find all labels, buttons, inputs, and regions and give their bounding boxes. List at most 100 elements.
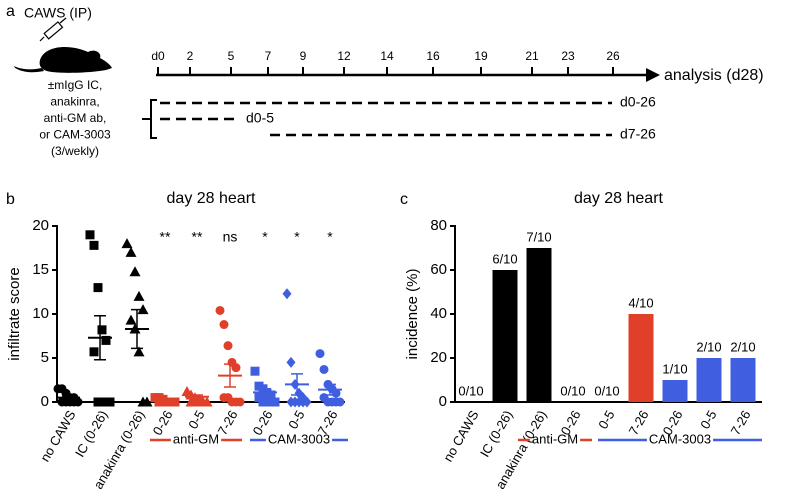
bar xyxy=(526,248,552,402)
chart-title: day 28 heart xyxy=(167,190,257,207)
dot xyxy=(101,335,111,345)
regimen-label: d0-5 xyxy=(246,110,274,126)
y-tick-label: 20 xyxy=(430,349,447,366)
panel-letter: a xyxy=(6,3,15,20)
timeline-label: 9 xyxy=(300,49,307,63)
y-tick-label: 40 xyxy=(430,305,447,322)
regimen-label: d0-26 xyxy=(620,94,656,110)
dot xyxy=(133,346,145,357)
sem-bar xyxy=(159,397,171,401)
timeline-arrow xyxy=(646,68,660,82)
dot xyxy=(335,397,345,407)
dot xyxy=(170,397,180,407)
x-tick-label: no CAWS xyxy=(37,407,78,464)
sem-bar xyxy=(94,315,106,361)
value-label: 0/10 xyxy=(560,383,585,398)
dot xyxy=(85,230,95,240)
dot xyxy=(125,246,137,257)
value-label: 7/10 xyxy=(526,229,551,244)
dot xyxy=(97,325,107,335)
dot xyxy=(223,341,233,351)
dot xyxy=(270,397,280,407)
treatment: anti-GM ab, xyxy=(44,111,107,125)
dot xyxy=(266,390,276,400)
significance: ** xyxy=(160,229,171,245)
dot xyxy=(215,305,225,315)
dot xyxy=(89,347,99,357)
panel-letter: c xyxy=(400,191,408,208)
bar xyxy=(492,270,518,402)
bar xyxy=(696,358,722,402)
y-tick-label: 0 xyxy=(41,393,49,410)
timeline-label: 16 xyxy=(426,49,440,63)
value-label: 0/10 xyxy=(458,383,483,398)
treatment: or CAM-3003 xyxy=(39,128,111,142)
y-tick-label: 0 xyxy=(439,393,447,410)
chart-title: day 28 heart xyxy=(574,190,664,207)
dot xyxy=(89,240,99,250)
dot xyxy=(125,314,137,325)
timeline-label: 5 xyxy=(228,49,235,63)
x-tick-label: 7-26 xyxy=(728,408,754,438)
significance: ns xyxy=(223,229,238,245)
dot xyxy=(302,396,312,408)
timeline-label: 19 xyxy=(474,49,488,63)
x-tick-label: 7-26 xyxy=(626,408,652,438)
timeline-label: d0 xyxy=(151,49,165,63)
timeline-label: 7 xyxy=(265,49,272,63)
value-label: 1/10 xyxy=(662,361,687,376)
sem-bar xyxy=(324,383,336,396)
x-tick-label: 0-5 xyxy=(595,408,617,432)
timeline-label: 14 xyxy=(380,49,394,63)
bar xyxy=(730,358,756,402)
sem-bar xyxy=(259,388,271,397)
dot xyxy=(133,290,145,301)
dot xyxy=(231,363,241,373)
dot xyxy=(235,397,245,407)
dot xyxy=(319,364,329,374)
sem-bar xyxy=(291,373,303,396)
value-label: 0/10 xyxy=(594,383,619,398)
group-label: CAM-3003 xyxy=(649,431,711,446)
y-tick-label: 5 xyxy=(41,349,49,366)
treatment: (3/wekly) xyxy=(51,144,99,158)
panel-letter: b xyxy=(6,191,15,208)
y-tick-label: 10 xyxy=(32,305,49,322)
regimen-bracket xyxy=(142,99,157,139)
dot xyxy=(250,366,260,376)
dot xyxy=(201,396,213,407)
y-tick-label: 60 xyxy=(430,261,447,278)
dot xyxy=(121,238,133,249)
sem-bar xyxy=(191,394,203,400)
significance: * xyxy=(294,229,300,245)
y-axis-label: incidence (%) xyxy=(404,269,421,360)
group-label: anti-GM xyxy=(532,431,578,446)
sem-bar xyxy=(131,308,143,350)
sem-bar xyxy=(62,395,74,401)
dot xyxy=(73,397,83,407)
sem-bar xyxy=(224,363,236,388)
x-tick-label: 0-26 xyxy=(150,408,176,438)
timeline-end: analysis (d28) xyxy=(664,67,764,84)
bar xyxy=(662,380,688,402)
timeline-label: 23 xyxy=(561,49,575,63)
x-tick-label: 0-5 xyxy=(697,408,719,432)
timeline-label: 12 xyxy=(337,49,351,63)
mouse xyxy=(14,47,112,73)
regimen-label: d7-26 xyxy=(620,126,656,142)
dot xyxy=(282,288,292,300)
timeline-label: 26 xyxy=(606,49,620,63)
syringe xyxy=(39,17,67,42)
x-tick-label: IC (0-26) xyxy=(477,408,516,460)
dot xyxy=(219,320,229,330)
timeline-label: 2 xyxy=(187,49,194,63)
value-label: 2/10 xyxy=(730,339,755,354)
value-label: 6/10 xyxy=(492,251,517,266)
dot xyxy=(315,349,325,359)
dot xyxy=(141,396,153,407)
y-axis-label: infiltrate score xyxy=(6,267,23,360)
treatment: ±mIgG IC, xyxy=(48,78,103,92)
dot xyxy=(105,397,115,407)
